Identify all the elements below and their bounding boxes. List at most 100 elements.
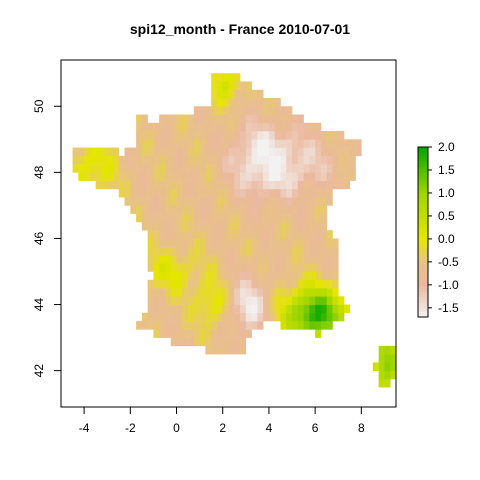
- legend-swatch: [418, 147, 428, 151]
- raster-cell: [286, 288, 293, 297]
- raster-cell: [263, 246, 270, 256]
- raster-cell: [176, 304, 183, 314]
- raster-cell: [251, 230, 258, 239]
- raster-cell: [251, 106, 258, 115]
- raster-cell: [245, 329, 252, 338]
- raster-cell: [297, 246, 304, 256]
- raster-cell: [263, 188, 270, 198]
- raster-cell: [320, 263, 327, 272]
- raster-cell: [303, 139, 310, 148]
- raster-cell: [326, 254, 333, 264]
- raster-cell: [263, 114, 270, 124]
- legend-swatch: [418, 274, 428, 278]
- raster-cell: [211, 106, 218, 115]
- raster-cell: [240, 213, 247, 223]
- raster-cell: [240, 155, 247, 165]
- raster-cell: [159, 131, 166, 140]
- y-tick-label: 46: [32, 231, 46, 245]
- raster-cell: [303, 180, 310, 190]
- raster-cell: [286, 246, 293, 256]
- raster-cell: [89, 164, 96, 173]
- raster-cell: [245, 304, 252, 314]
- raster-cell: [216, 304, 224, 314]
- raster-cell: [211, 337, 218, 347]
- x-tick-label: 6: [312, 421, 319, 435]
- raster-cell: [199, 164, 206, 173]
- raster-cell: [211, 122, 218, 132]
- raster-cell: [320, 246, 327, 256]
- raster-cell: [228, 296, 235, 305]
- raster-cell: [147, 155, 154, 165]
- raster-cell: [176, 246, 183, 256]
- raster-cell: [159, 139, 166, 148]
- raster-cell: [211, 263, 218, 272]
- raster-cell: [378, 370, 385, 380]
- raster-cell: [292, 188, 299, 198]
- raster-cell: [234, 279, 241, 289]
- raster-cell: [188, 114, 195, 124]
- raster-cell: [153, 263, 160, 272]
- raster-cell: [303, 131, 310, 140]
- raster-cell: [216, 139, 224, 148]
- legend-swatch: [418, 300, 428, 304]
- raster-cell: [159, 172, 166, 181]
- raster-cell: [153, 188, 160, 198]
- raster-cell: [297, 122, 304, 132]
- legend-swatch: [418, 189, 428, 193]
- raster-cell: [164, 329, 172, 338]
- raster-cell: [159, 122, 166, 132]
- raster-cell: [211, 296, 218, 305]
- raster-cell: [297, 139, 304, 148]
- raster-cell: [303, 238, 310, 248]
- raster-cell: [118, 188, 125, 198]
- raster-cell: [251, 122, 258, 132]
- raster-cell: [309, 131, 316, 140]
- raster-cell: [216, 329, 224, 338]
- raster-cell: [193, 131, 200, 140]
- raster-cell: [176, 263, 183, 272]
- raster-cell: [141, 155, 148, 165]
- raster-cell: [216, 147, 224, 157]
- raster-cell: [297, 172, 304, 181]
- raster-cell: [153, 230, 160, 239]
- raster-cell: [338, 164, 345, 173]
- raster-cell: [216, 122, 224, 132]
- raster-cell: [228, 304, 235, 314]
- raster-cell: [176, 205, 183, 214]
- raster-cell: [245, 106, 252, 115]
- raster-cell: [193, 337, 200, 347]
- raster-cell: [274, 122, 281, 132]
- raster-cell: [344, 164, 351, 173]
- raster-cell: [286, 164, 293, 173]
- raster-cell: [240, 188, 247, 198]
- raster-cell: [303, 230, 310, 239]
- legend-ticks: -1.5 -1.0 -0.5 0.0 0.5 1.0 1.5 2.0: [428, 140, 459, 315]
- raster-cell: [205, 230, 212, 239]
- raster-cell: [159, 230, 166, 239]
- raster-cell: [390, 354, 397, 363]
- raster-cell: [130, 164, 137, 173]
- raster-cell: [320, 155, 327, 165]
- raster-cell: [211, 213, 218, 223]
- raster-cell: [268, 221, 276, 231]
- raster-cell: [176, 155, 183, 165]
- raster-cell: [326, 238, 333, 248]
- raster-cell: [274, 155, 281, 165]
- raster-cell: [176, 230, 183, 239]
- raster-cell: [222, 147, 229, 157]
- raster-cell: [234, 296, 241, 305]
- raster-cell: [199, 139, 206, 148]
- raster-cell: [188, 288, 195, 297]
- raster-cell: [199, 197, 206, 206]
- raster-cell: [263, 263, 270, 272]
- raster-cell: [176, 172, 183, 181]
- raster-cell: [164, 271, 172, 281]
- raster-cell: [228, 122, 235, 132]
- raster-cell: [159, 246, 166, 256]
- raster-cell: [222, 164, 229, 173]
- raster-cell: [222, 188, 229, 198]
- raster-cell: [344, 155, 351, 165]
- raster-cell: [274, 180, 281, 190]
- raster-cell: [222, 131, 229, 140]
- raster-cell: [188, 188, 195, 198]
